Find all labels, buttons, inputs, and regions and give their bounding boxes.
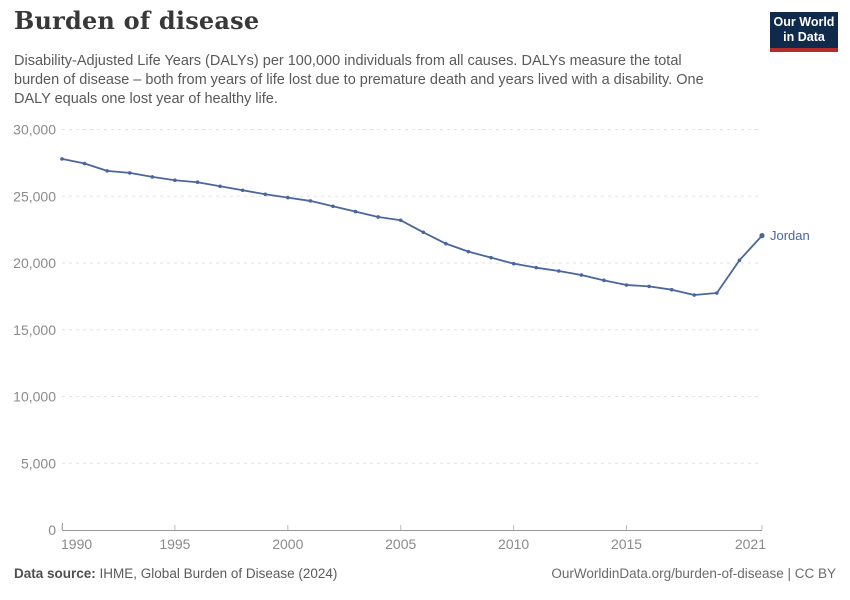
data-point-1992[interactable] [105, 169, 109, 173]
data-point-2008[interactable] [466, 249, 471, 254]
page-title: Burden of disease [14, 6, 260, 35]
data-point-1998[interactable] [240, 188, 245, 193]
data-point-2002[interactable] [331, 204, 335, 209]
data-point-2016[interactable] [647, 284, 651, 289]
chart-subtitle: Disability-Adjusted Life Years (DALYs) p… [14, 52, 754, 109]
data-point-2009[interactable] [489, 255, 493, 260]
data-point-1999[interactable] [263, 192, 268, 197]
y-axis-tick-label: 0 [48, 522, 56, 538]
credit-link[interactable]: OurWorldinData.org/burden-of-disease | C… [551, 566, 836, 581]
y-axis-tick-label: 15,000 [13, 322, 56, 338]
data-point-1995[interactable] [173, 178, 177, 183]
x-axis-tick-label: 2010 [498, 536, 529, 552]
data-point-2004[interactable] [376, 215, 380, 219]
data-point-1997[interactable] [218, 184, 222, 189]
data-point-2003[interactable] [353, 209, 358, 214]
x-axis-tick-label: 2000 [272, 536, 303, 552]
series-line-jordan[interactable] [61, 157, 763, 296]
subtitle-line: DALY equals one lost year of healthy lif… [14, 91, 278, 107]
series-end-label: Jordan [770, 228, 810, 243]
y-axis-tick-label: 5,000 [21, 455, 56, 471]
data-source-note: Data source: IHME, Global Burden of Dise… [14, 566, 337, 581]
subtitle-line: Disability-Adjusted Life Years (DALYs) p… [14, 53, 682, 69]
data-point-2011[interactable] [534, 265, 538, 270]
data-source-value: IHME, Global Burden of Disease (2024) [99, 566, 338, 581]
data-point-2018[interactable] [692, 293, 697, 297]
data-point-2005[interactable] [398, 218, 403, 223]
data-point-1991[interactable] [82, 161, 87, 166]
data-point-2017[interactable] [669, 287, 674, 292]
data-point-1993[interactable] [127, 171, 132, 175]
y-axis-tick-label: 20,000 [13, 255, 56, 271]
data-point-2006[interactable] [421, 230, 426, 235]
chart-footer: Data source: IHME, Global Burden of Dise… [14, 566, 836, 581]
data-point-2021[interactable] [759, 233, 765, 239]
x-axis-tick-label: 1995 [159, 536, 190, 552]
x-axis-tick-label: 2015 [611, 536, 642, 552]
y-axis-tick-label: 10,000 [13, 389, 56, 405]
data-point-2010[interactable] [511, 261, 516, 266]
data-source-label: Data source: [14, 566, 96, 581]
owid-logo: Our World in Data [770, 12, 838, 52]
data-point-2007[interactable] [444, 241, 448, 246]
data-point-2019[interactable] [715, 291, 719, 295]
x-axis-tick-label: 2021 [735, 536, 766, 552]
x-axis-tick-label: 1990 [61, 536, 92, 552]
subtitle-line: burden of disease – both from years of l… [14, 72, 704, 88]
data-point-1990[interactable] [60, 157, 64, 161]
data-point-2012[interactable] [556, 269, 561, 273]
y-axis-tick-label: 25,000 [13, 188, 56, 204]
data-point-2014[interactable] [602, 278, 606, 283]
data-point-2013[interactable] [579, 273, 584, 277]
x-axis-tick-label: 2005 [385, 536, 416, 552]
data-point-2020[interactable] [737, 258, 742, 263]
data-point-1994[interactable] [150, 175, 155, 179]
data-point-1996[interactable] [195, 180, 200, 185]
data-point-2000[interactable] [286, 195, 290, 200]
y-axis-tick-label: 30,000 [13, 122, 56, 138]
owid-logo-line1: Our World [773, 15, 835, 29]
data-point-2015[interactable] [624, 283, 629, 287]
data-point-2001[interactable] [308, 199, 313, 203]
owid-logo-line2: in Data [783, 29, 825, 44]
